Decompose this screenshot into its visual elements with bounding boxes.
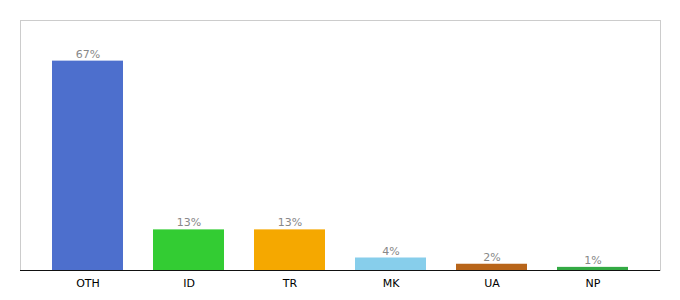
svg-text:13%: 13% — [278, 216, 302, 229]
svg-text:OTH: OTH — [76, 277, 100, 290]
svg-text:13%: 13% — [177, 216, 201, 229]
svg-text:TR: TR — [282, 277, 298, 290]
svg-text:4%: 4% — [382, 245, 399, 258]
svg-text:NP: NP — [586, 277, 601, 290]
svg-text:MK: MK — [383, 277, 400, 290]
svg-text:67%: 67% — [76, 48, 100, 61]
svg-text:UA: UA — [484, 277, 500, 290]
svg-text:1%: 1% — [584, 254, 601, 267]
svg-text:ID: ID — [183, 277, 195, 290]
svg-text:2%: 2% — [483, 251, 500, 264]
